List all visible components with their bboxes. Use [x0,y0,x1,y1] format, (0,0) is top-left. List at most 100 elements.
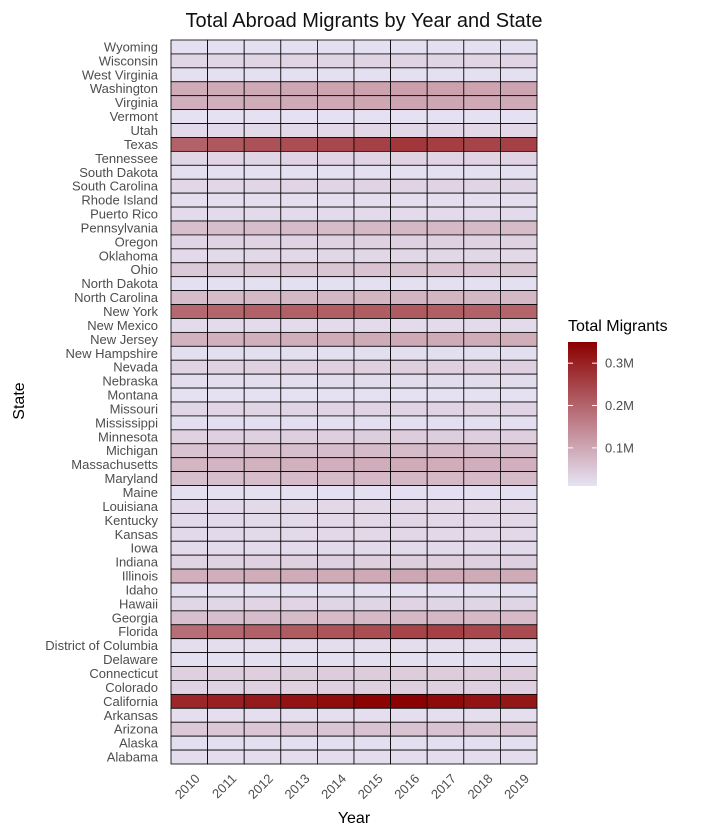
heatmap-cell [463,721,501,737]
heatmap-cell [170,471,208,486]
heatmap-cell [499,39,538,55]
heatmap-cell [207,735,245,751]
heatmap-cell [170,457,208,473]
heatmap-cell [463,359,501,375]
heatmap-cell [353,457,391,473]
heatmap-cell [170,610,208,626]
heatmap-cell [390,109,428,124]
heatmap-cell [170,638,208,654]
heatmap-cell [426,220,465,236]
heatmap-cell [463,582,501,598]
heatmap-cell [426,624,465,640]
heatmap-cell [243,248,282,264]
heatmap-cell [280,387,318,403]
y-tick-label: Minnesota [98,429,159,444]
heatmap-cell [316,526,355,542]
heatmap-cell [170,192,208,208]
heatmap-cell [463,318,501,333]
y-tick-label: North Carolina [74,290,159,305]
heatmap-cell [426,610,465,626]
heatmap-cell [243,401,282,417]
x-tick-label: 2017 [428,771,459,802]
heatmap-cell [280,638,318,654]
heatmap-cell [390,485,428,500]
heatmap-cell [499,123,538,138]
y-axis-title: State [11,382,28,419]
heatmap-cell [243,610,282,626]
heatmap-cell [207,178,245,194]
heatmap-cell [280,721,318,737]
heatmap-cell [207,137,245,152]
heatmap-cell [426,429,465,445]
heatmap-cell [316,318,355,333]
heatmap-cell [390,318,428,333]
heatmap-cell [316,39,355,55]
heatmap-cell [463,512,501,528]
heatmap-cell [463,290,501,305]
heatmap-cell [316,721,355,737]
heatmap-cell [170,53,208,69]
heatmap-cell [463,248,501,264]
heatmap-cell [207,345,245,361]
legend-tick-label: 0.3M [605,356,634,371]
heatmap-cell [207,401,245,417]
heatmap-cell [316,387,355,403]
heatmap-cell [463,749,501,765]
heatmap-cell [353,262,391,278]
heatmap-cell [280,610,318,626]
y-tick-label: Alaska [119,736,159,751]
heatmap-cell [499,610,538,626]
heatmap-cell [170,540,208,556]
heatmap-cell [316,568,355,584]
heatmap-cell [280,666,318,681]
x-axis-tick-labels: 2010 2011 2012 2013 2014 2015 2016 2017 2018 2019 [172,771,532,802]
heatmap-cell [463,67,501,83]
heatmap-cell [463,109,501,124]
heatmap-cell [426,652,465,667]
heatmap-cell [280,318,318,333]
heatmap-cell [463,666,501,681]
y-tick-label: Arkansas [104,708,159,723]
heatmap-cell [207,359,245,375]
heatmap-cell [280,178,318,194]
heatmap-cell [353,150,391,166]
heatmap-cell [353,137,391,152]
heatmap-cell [390,540,428,556]
heatmap-cell [280,192,318,208]
x-tick-label: 2012 [245,771,276,802]
heatmap-cell [463,123,501,138]
heatmap-cell [390,206,428,222]
heatmap-cell [316,109,355,124]
heatmap-cell [426,123,465,138]
heatmap-cell [463,485,501,500]
heatmap-cell [353,39,391,55]
heatmap-cell [316,693,355,709]
heatmap-cell [353,638,391,654]
heatmap-cell [390,582,428,598]
y-tick-label: District of Columbia [45,638,158,653]
heatmap-cell [353,749,391,765]
heatmap-cell [207,220,245,236]
y-tick-label: Kentucky [105,513,159,528]
heatmap-cell [499,178,538,194]
y-tick-label: Idaho [125,582,158,597]
heatmap-cell [280,540,318,556]
heatmap-cell [316,220,355,236]
y-tick-label: Washington [90,81,158,96]
heatmap-cell [207,248,245,264]
heatmap-cell [243,262,282,278]
heatmap-cell [207,526,245,542]
y-tick-label: Hawaii [119,596,158,611]
heatmap-cell [243,596,282,612]
heatmap-cell [426,512,465,528]
heatmap-cell [207,457,245,473]
y-tick-label: Indiana [115,555,158,570]
heatmap-cell [280,373,318,389]
y-tick-label: Puerto Rico [90,207,158,222]
heatmap-cell [499,345,538,361]
heatmap-cell [207,304,245,319]
heatmap-cell [243,624,282,640]
heatmap-cell [170,178,208,194]
heatmap-cell [243,680,282,695]
heatmap-cell [499,206,538,222]
